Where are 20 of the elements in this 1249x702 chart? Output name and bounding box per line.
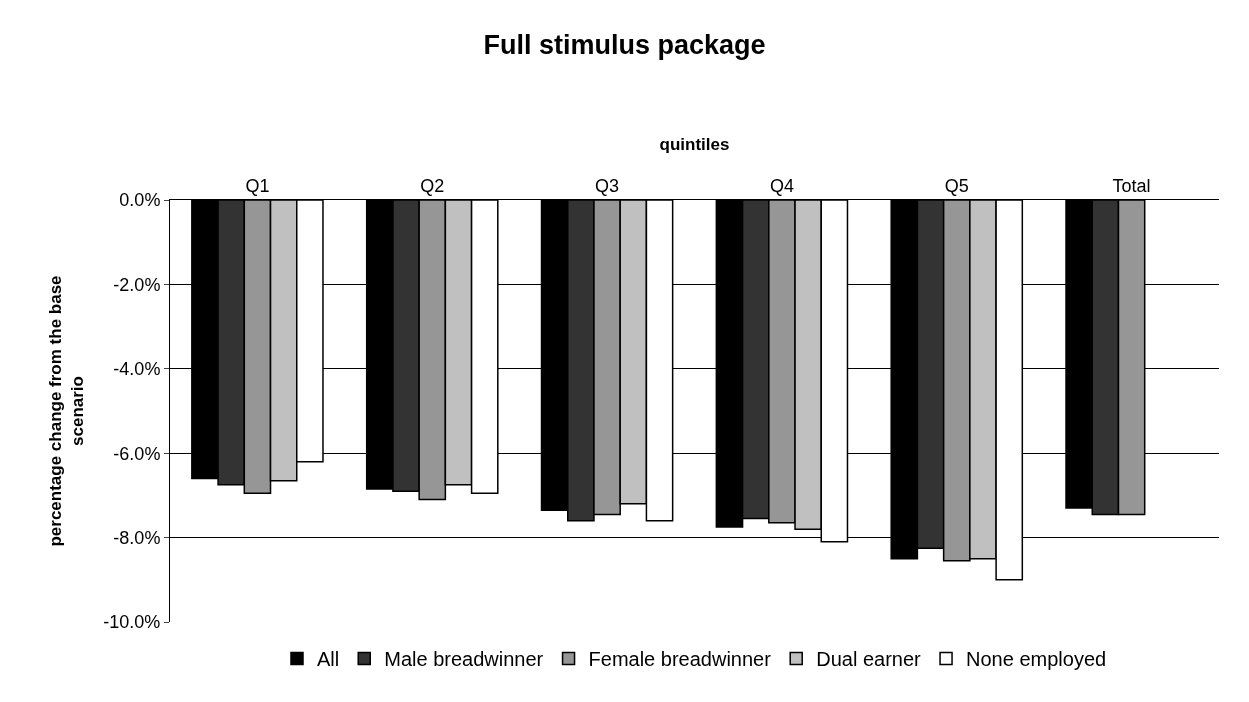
legend-label: Female breadwinner — [588, 648, 772, 671]
legend-label: None employed — [966, 648, 1107, 671]
y-tick-label: 0.0% — [119, 190, 161, 211]
legend-label: Dual earner — [816, 648, 922, 671]
y-tick-label: -8.0% — [113, 527, 161, 548]
x-tick-label: Q2 — [420, 175, 445, 196]
y-tick-label: -10.0% — [103, 612, 161, 633]
x-tick-label: Q4 — [769, 175, 794, 196]
x-axis-title: quintiles — [659, 135, 730, 155]
legend-label: All — [317, 648, 340, 671]
legend-label: Male breadwinner — [384, 648, 544, 671]
x-tick-label: Q3 — [595, 175, 620, 196]
x-tick-label: Q5 — [944, 175, 969, 196]
x-tick-label: Q1 — [245, 175, 270, 196]
chart-title: Full stimulus package — [483, 30, 766, 60]
y-tick-label: -4.0% — [113, 359, 161, 380]
y-axis-title: percentage change from the base scenario — [45, 275, 87, 547]
x-tick-label: Total — [1112, 175, 1151, 196]
y-tick-label: -2.0% — [113, 274, 161, 295]
y-tick-label: -6.0% — [113, 443, 161, 464]
